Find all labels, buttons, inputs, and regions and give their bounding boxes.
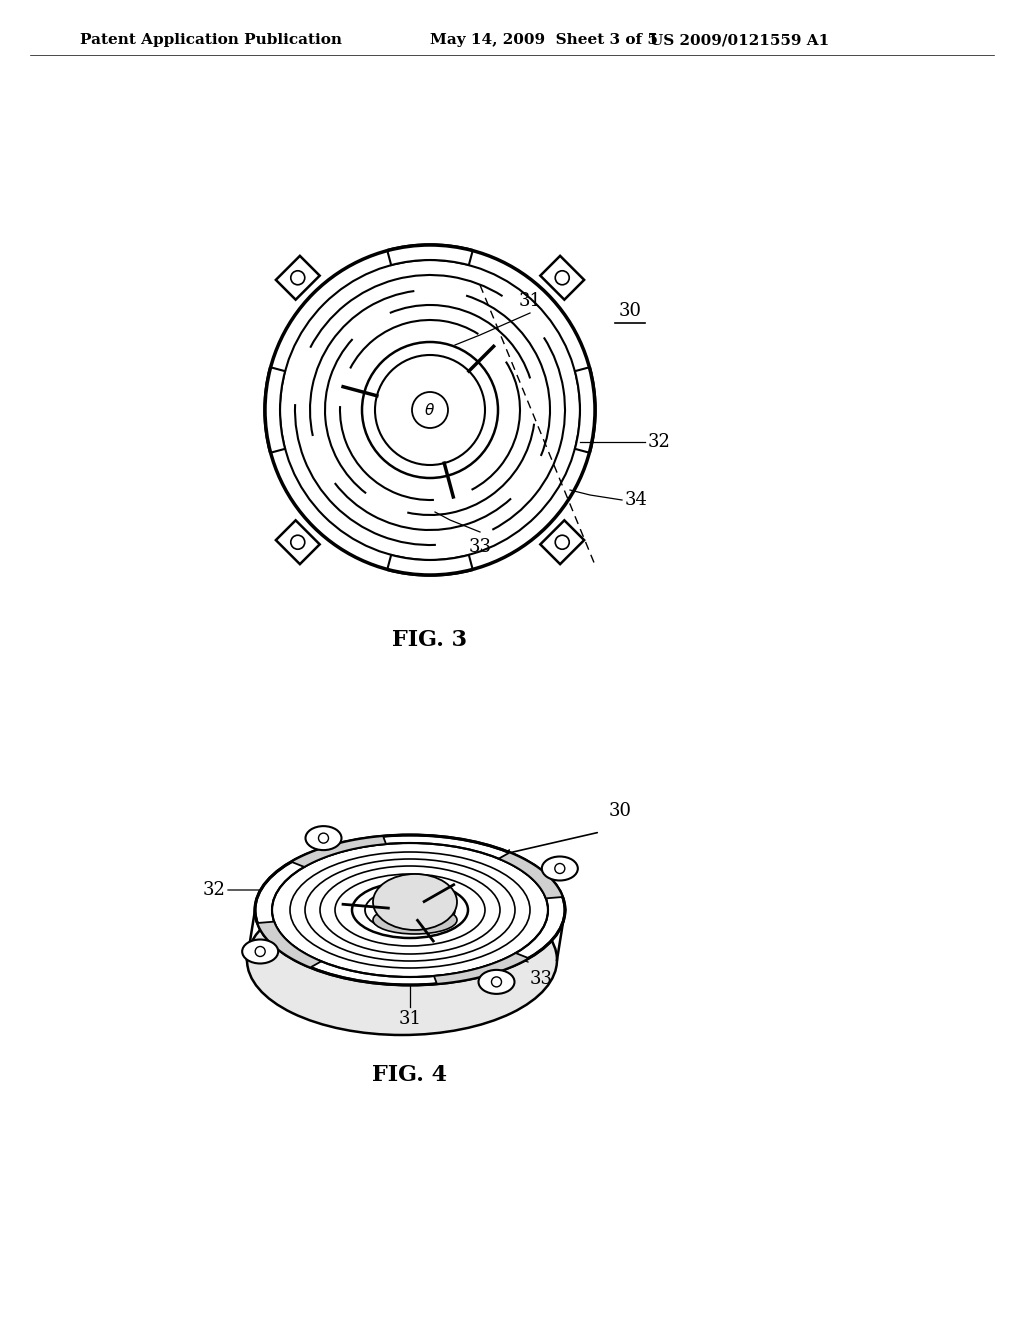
Text: 30: 30 bbox=[608, 803, 632, 820]
Text: FIG. 4: FIG. 4 bbox=[373, 1064, 447, 1086]
Ellipse shape bbox=[255, 836, 565, 985]
Text: FIG. 3: FIG. 3 bbox=[392, 630, 468, 651]
Polygon shape bbox=[275, 256, 319, 300]
Ellipse shape bbox=[373, 906, 457, 935]
Text: US 2009/0121559 A1: US 2009/0121559 A1 bbox=[650, 33, 829, 48]
Ellipse shape bbox=[352, 882, 468, 939]
Text: 32: 32 bbox=[648, 433, 671, 451]
Text: Patent Application Publication: Patent Application Publication bbox=[80, 33, 342, 48]
Ellipse shape bbox=[305, 826, 341, 850]
Polygon shape bbox=[387, 554, 473, 576]
Polygon shape bbox=[257, 921, 322, 968]
Text: 30: 30 bbox=[618, 302, 641, 319]
Text: 33: 33 bbox=[469, 539, 492, 556]
Polygon shape bbox=[541, 520, 584, 564]
Polygon shape bbox=[434, 953, 528, 983]
Text: 31: 31 bbox=[398, 1010, 422, 1028]
Ellipse shape bbox=[373, 874, 457, 931]
Ellipse shape bbox=[255, 836, 565, 985]
Polygon shape bbox=[291, 836, 386, 867]
Polygon shape bbox=[541, 256, 584, 300]
Text: 32: 32 bbox=[202, 880, 225, 899]
Text: 34: 34 bbox=[540, 903, 563, 921]
Polygon shape bbox=[574, 367, 595, 453]
Ellipse shape bbox=[365, 888, 455, 932]
Ellipse shape bbox=[247, 884, 557, 1035]
Text: $\theta$: $\theta$ bbox=[425, 403, 435, 418]
Text: 31: 31 bbox=[518, 292, 542, 310]
Ellipse shape bbox=[243, 940, 279, 964]
Ellipse shape bbox=[478, 970, 514, 994]
Text: 34: 34 bbox=[625, 491, 648, 510]
Ellipse shape bbox=[272, 843, 548, 977]
Polygon shape bbox=[265, 367, 285, 453]
Text: 33: 33 bbox=[530, 970, 553, 987]
Polygon shape bbox=[275, 520, 319, 564]
Ellipse shape bbox=[542, 857, 578, 880]
Text: May 14, 2009  Sheet 3 of 5: May 14, 2009 Sheet 3 of 5 bbox=[430, 33, 657, 48]
Polygon shape bbox=[387, 246, 473, 265]
Polygon shape bbox=[499, 853, 562, 899]
